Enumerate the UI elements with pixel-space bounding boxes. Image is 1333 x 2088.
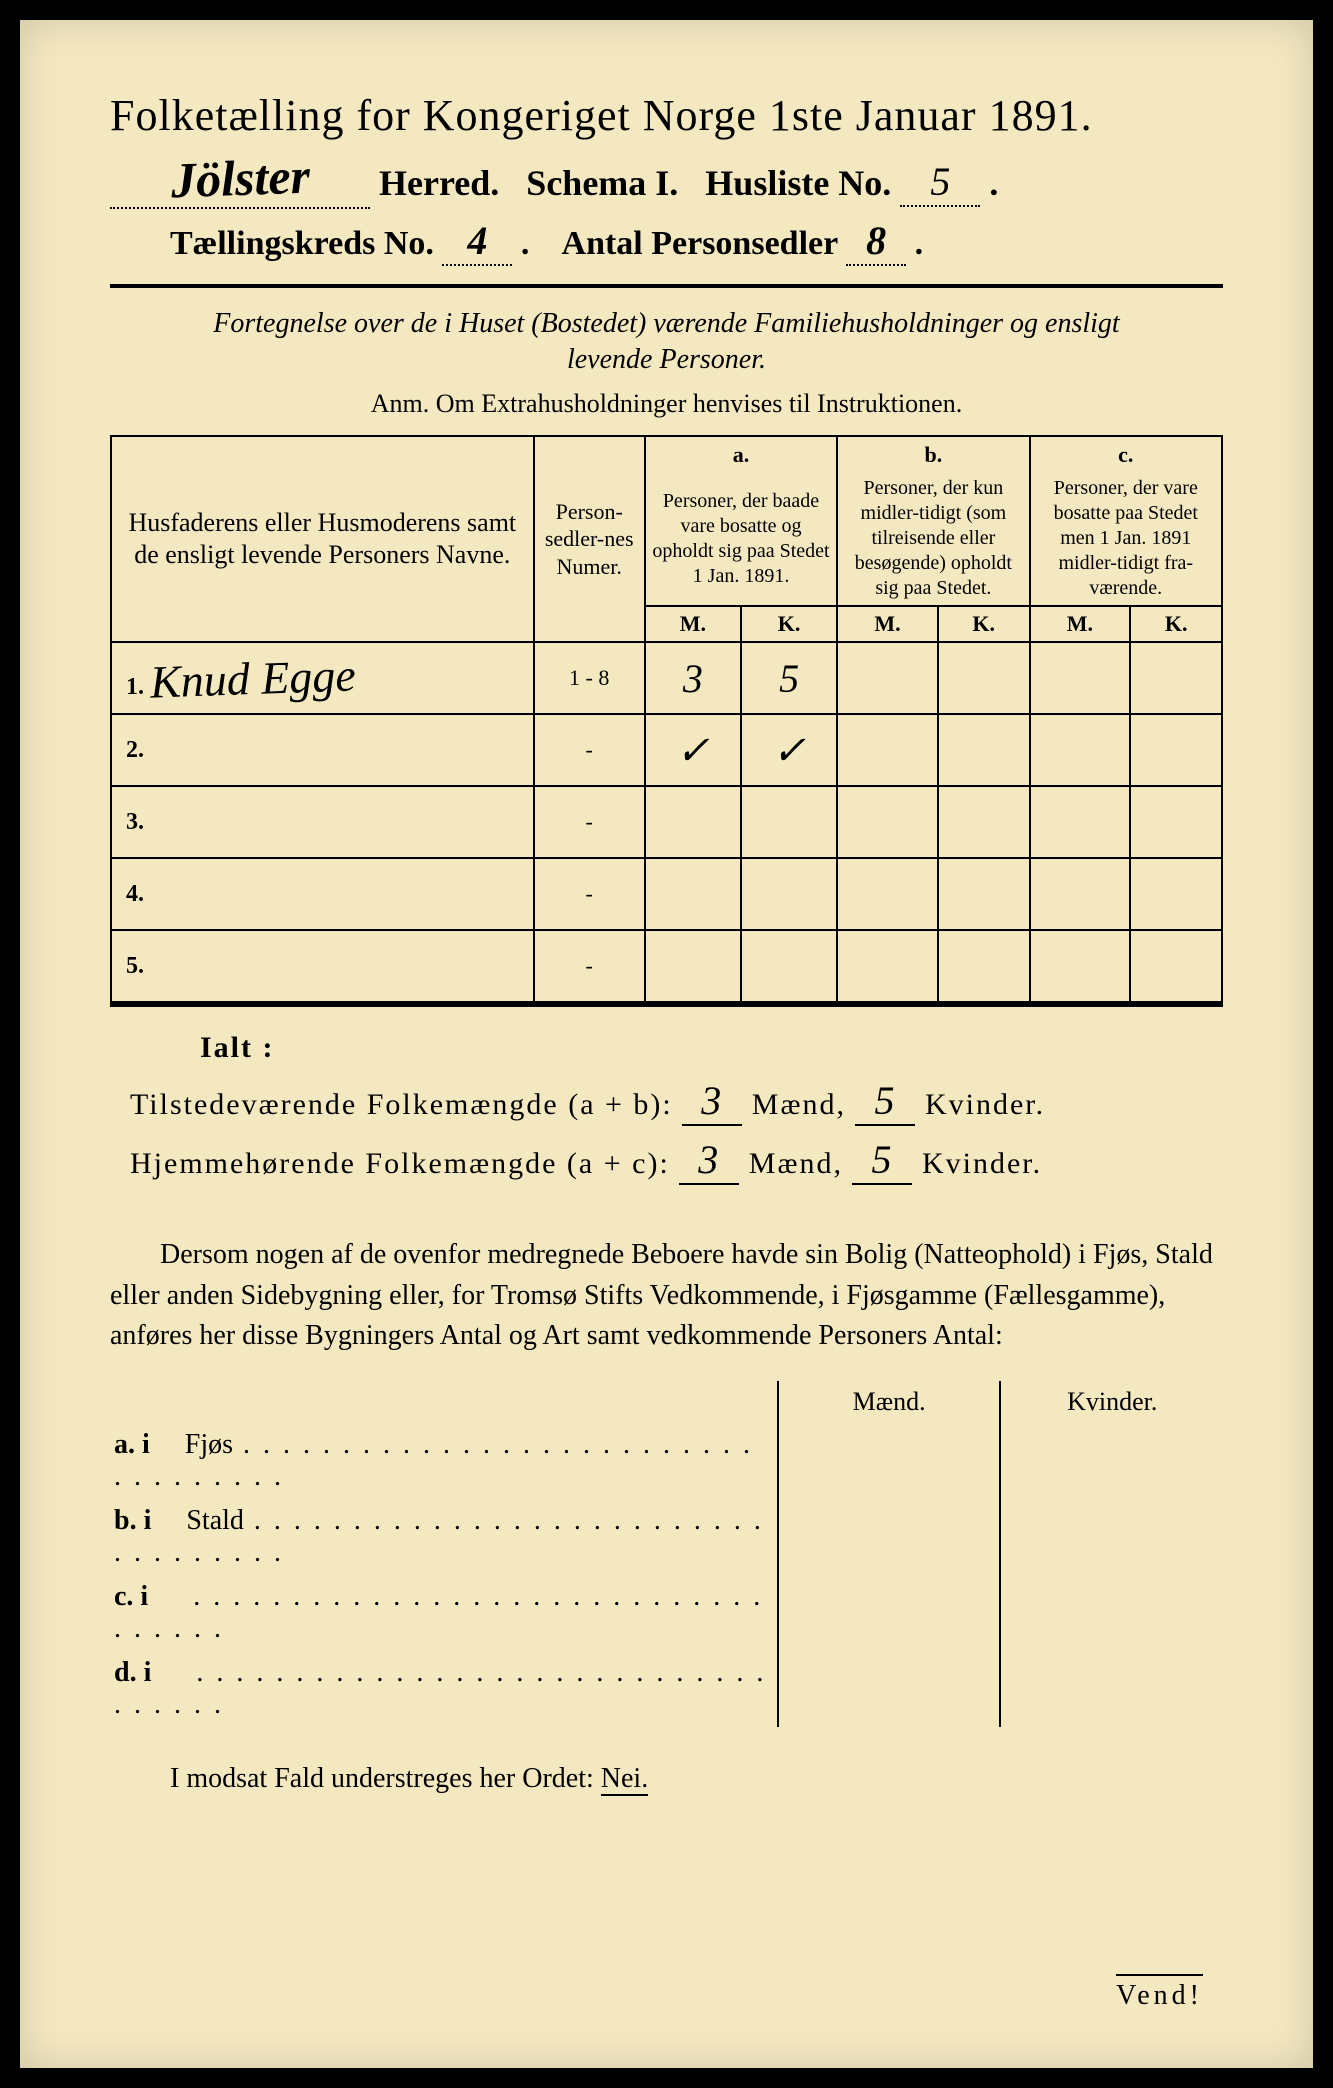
vend-label: Vend!	[1116, 1974, 1203, 2012]
col-b-m: M.	[837, 606, 938, 642]
building-row: a. i Fjøs . . . . . . . . . . . . . . . …	[110, 1423, 1223, 1499]
col-header-b: b.	[837, 436, 1029, 473]
anm-note: Anm. Om Extrahusholdninger henvises til …	[110, 389, 1223, 419]
fortegnelse-line2: levende Personer.	[567, 344, 766, 375]
divider	[110, 284, 1223, 288]
kvinder-label-2: Kvinder.	[922, 1147, 1042, 1180]
table-row: 3. -	[111, 786, 1222, 858]
tilstede-summary: Tilstedeværende Folkemængde (a + b): 3 M…	[130, 1077, 1223, 1126]
kreds-no: 4	[467, 217, 487, 264]
herred-label: Herred.	[379, 163, 499, 203]
husliste-label: Husliste No.	[705, 163, 891, 203]
household-table: Husfaderens eller Husmoderens samt de en…	[110, 435, 1223, 1004]
ialt-label: Ialt :	[200, 1031, 1223, 1065]
fortegnelse-heading: Fortegnelse over de i Huset (Bostedet) v…	[110, 306, 1223, 379]
page-title: Folketælling for Kongeriget Norge 1ste J…	[110, 90, 1223, 141]
header-line-3: Tællingskreds No. 4 . Antal Personsedler…	[110, 217, 1223, 266]
tilstede-m: 3	[701, 1077, 723, 1124]
building-row: c. i . . . . . . . . . . . . . . . . . .…	[110, 1575, 1223, 1651]
col-header-numer: Person-sedler-nes Numer.	[534, 436, 645, 643]
header-line-2: Jölster Herred. Schema I. Husliste No. 5…	[110, 149, 1223, 209]
divider	[110, 1003, 1223, 1007]
modsat-text: I modsat Fald understreges her Ordet:	[170, 1763, 594, 1794]
kreds-label: Tællingskreds No.	[170, 225, 434, 262]
col-a-k: K.	[741, 606, 837, 642]
col-a-m: M.	[645, 606, 741, 642]
census-form-page: Folketælling for Kongeriget Norge 1ste J…	[20, 20, 1313, 2068]
antal-no: 8	[866, 217, 886, 264]
col-a-text: Personer, der baade vare bosatte og opho…	[645, 472, 837, 606]
hjemme-label: Hjemmehørende Folkemængde (a + c):	[130, 1147, 670, 1180]
herred-name-handwritten: Jölster	[170, 147, 311, 210]
buildings-hdr-m: Mænd.	[778, 1381, 1001, 1423]
modsat-line: I modsat Fald understreges her Ordet: Ne…	[170, 1763, 1223, 1795]
tilstede-k: 5	[874, 1077, 896, 1124]
antal-label: Antal Personsedler	[562, 225, 838, 262]
col-c-m: M.	[1030, 606, 1131, 642]
buildings-table: Mænd. Kvinder. a. i Fjøs . . . . . . . .…	[110, 1381, 1223, 1727]
table-row: 4. -	[111, 858, 1222, 930]
col-header-a: a.	[645, 436, 837, 473]
buildings-hdr-k: Kvinder.	[1000, 1381, 1223, 1423]
col-header-name: Husfaderens eller Husmoderens samt de en…	[111, 436, 534, 643]
fortegnelse-line1: Fortegnelse over de i Huset (Bostedet) v…	[213, 308, 1119, 339]
nei-word: Nei.	[601, 1763, 648, 1796]
dersom-paragraph: Dersom nogen af de ovenfor medregnede Be…	[110, 1235, 1223, 1357]
col-b-k: K.	[938, 606, 1030, 642]
building-row: d. i . . . . . . . . . . . . . . . . . .…	[110, 1651, 1223, 1727]
hjemme-k: 5	[871, 1136, 893, 1183]
table-row: 5. -	[111, 930, 1222, 1002]
maend-label: Mænd,	[752, 1088, 846, 1121]
maend-label-2: Mænd,	[749, 1147, 843, 1180]
tilstede-label: Tilstedeværende Folkemængde (a + b):	[130, 1088, 673, 1121]
table-row: 1. Knud Egge 1 - 8 3 5	[111, 642, 1222, 714]
building-row: b. i Stald . . . . . . . . . . . . . . .…	[110, 1499, 1223, 1575]
col-header-c: c.	[1030, 436, 1222, 473]
table-row: 2. - ✓ ✓	[111, 714, 1222, 786]
schema-label: Schema I.	[526, 163, 678, 203]
col-c-k: K.	[1130, 606, 1222, 642]
col-c-text: Personer, der vare bosatte paa Stedet me…	[1030, 472, 1222, 606]
hjemme-m: 3	[698, 1136, 720, 1183]
hjemme-summary: Hjemmehørende Folkemængde (a + c): 3 Mæn…	[130, 1136, 1223, 1185]
col-b-text: Personer, der kun midler-tidigt (som til…	[837, 472, 1029, 606]
husliste-no: 5	[930, 158, 950, 205]
kvinder-label: Kvinder.	[925, 1088, 1045, 1121]
